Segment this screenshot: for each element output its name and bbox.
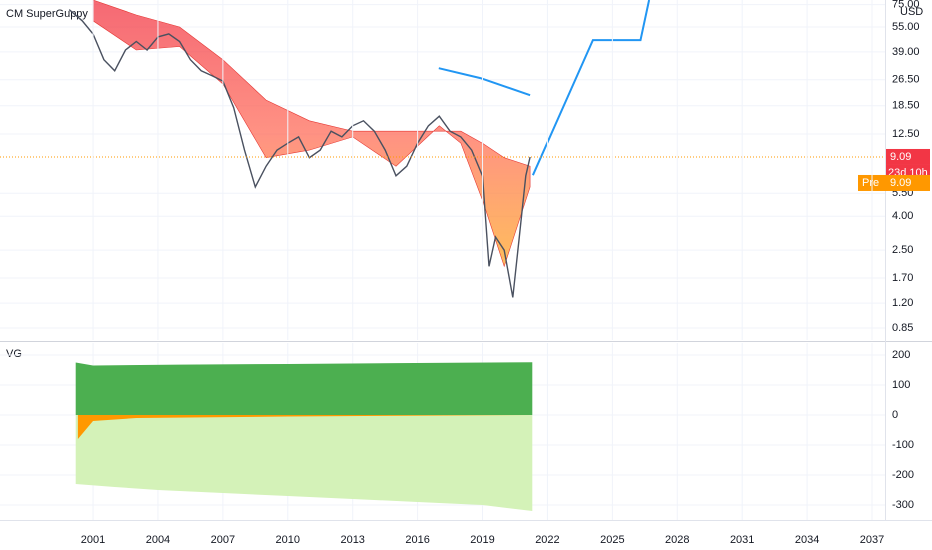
x-tick-label: 2031 — [730, 534, 754, 546]
y-tick-label: 75.00 — [892, 0, 920, 11]
y-tick-label: 200 — [892, 349, 910, 361]
y-tick-label: 55.00 — [892, 21, 920, 33]
x-tick-label: 2010 — [276, 534, 300, 546]
y-tick-label: 1.70 — [892, 272, 913, 284]
x-tick-label: 2019 — [470, 534, 494, 546]
x-tick-label: 2028 — [665, 534, 689, 546]
y-tick-label: 0 — [892, 409, 898, 421]
guppy-ribbon — [92, 0, 531, 268]
y-tick-label: 2.50 — [892, 244, 913, 256]
indicator-title: CM SuperGuppy — [6, 8, 88, 20]
price-badge-text: 9.09 — [890, 151, 911, 163]
y-tick-label: 12.50 — [892, 128, 920, 140]
x-tick-label: 2016 — [405, 534, 429, 546]
area — [77, 415, 533, 439]
x-tick-label: 2034 — [795, 534, 819, 546]
y-tick-label: 26.50 — [892, 74, 920, 86]
axis-unit: USD — [900, 6, 923, 18]
x-tick-label: 2007 — [211, 534, 235, 546]
y-tick-label: 1.20 — [892, 297, 913, 309]
y-tick-label: -300 — [892, 499, 914, 511]
indicator-title: VG — [6, 348, 22, 360]
premarket-value: 9.09 — [890, 177, 911, 189]
x-tick-label: 2037 — [860, 534, 884, 546]
y-tick-label: 39.00 — [892, 46, 920, 58]
trend-drawing — [531, 0, 651, 176]
price-line — [68, 9, 531, 298]
x-tick-label: 2013 — [340, 534, 364, 546]
area — [75, 362, 533, 415]
price-badge — [886, 148, 930, 165]
x-tick-label: 2001 — [81, 534, 105, 546]
x-tick-label: 2004 — [146, 534, 170, 546]
trend-drawing — [438, 67, 531, 97]
premarket-badge — [858, 174, 930, 191]
area — [75, 415, 533, 511]
y-tick-label: -100 — [892, 439, 914, 451]
y-tick-label: 18.50 — [892, 100, 920, 112]
x-tick-label: 2025 — [600, 534, 624, 546]
y-tick-label: -200 — [892, 469, 914, 481]
y-tick-label: 0.85 — [892, 322, 913, 334]
y-tick-label: 100 — [892, 379, 910, 391]
y-tick-label: 4.00 — [892, 210, 913, 222]
premarket-label: Pre — [862, 177, 879, 189]
x-tick-label: 2022 — [535, 534, 559, 546]
